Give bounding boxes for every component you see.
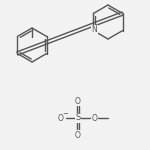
- Text: N: N: [91, 25, 97, 34]
- Text: O: O: [92, 114, 98, 123]
- Text: S: S: [75, 114, 81, 123]
- Text: O: O: [75, 130, 81, 140]
- Text: O: O: [58, 114, 64, 123]
- Text: O: O: [75, 96, 81, 105]
- Text: −: −: [63, 111, 68, 117]
